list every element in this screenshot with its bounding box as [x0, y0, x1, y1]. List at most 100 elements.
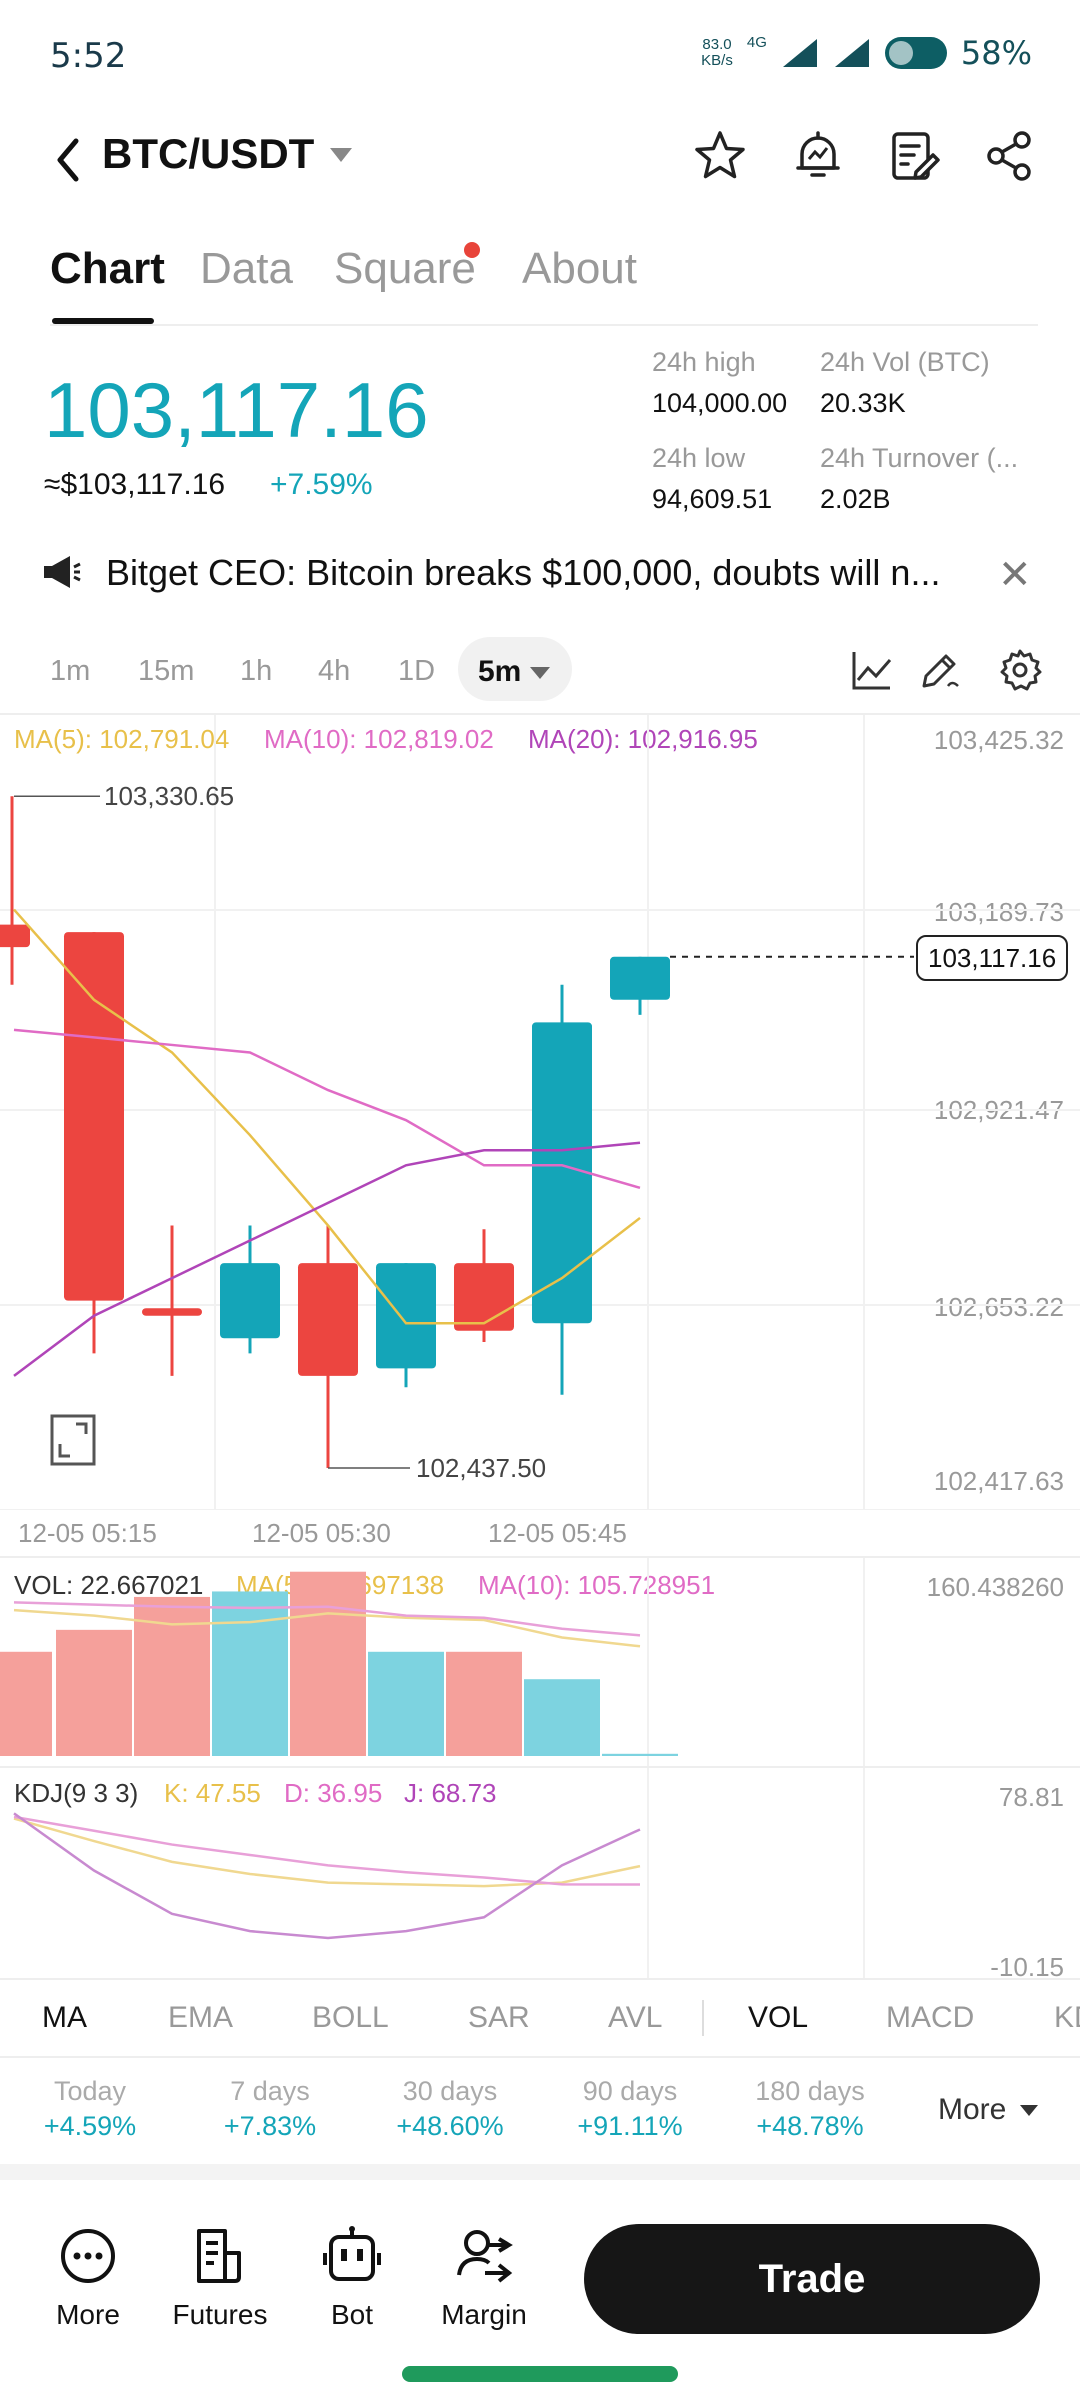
interval-active[interactable]: 5m	[478, 655, 522, 688]
ma20-line	[13, 1141, 641, 1377]
vol-ma5-line	[13, 1608, 641, 1648]
kdj-chart	[13, 1768, 865, 1978]
performance-more-button[interactable]: More	[938, 2093, 1007, 2126]
bot-icon	[323, 2226, 381, 2281]
draw-tool-icon[interactable]	[918, 648, 962, 692]
vol-ma10-legend: MA(10): 105.728951	[478, 1570, 716, 1600]
perf-label: 90 days	[582, 2076, 678, 2106]
kdj-max-tick: 78.81	[998, 1782, 1064, 1812]
x-tick: 12-05 05:15	[18, 1518, 157, 1548]
vol-legend: VOL: 22.667021	[14, 1570, 204, 1600]
low-value: 94,609.51	[652, 484, 773, 514]
battery-icon	[884, 37, 947, 69]
performance-divider	[0, 2056, 1080, 2058]
vol-max-tick: 160.438260	[926, 1572, 1064, 1602]
perf-label: Today	[53, 2076, 127, 2106]
signal-icon-2	[834, 39, 869, 67]
indicator-avl[interactable]: AVL	[608, 2001, 663, 2034]
usd-price: ≈$103,117.16	[44, 468, 226, 501]
news-ticker[interactable]: Bitget CEO: Bitcoin breaks $100,000, dou…	[106, 552, 941, 593]
indicator-sar[interactable]: SAR	[468, 2001, 530, 2034]
kdj-d-legend: D: 36.95	[284, 1778, 383, 1808]
trade-button[interactable]: Trade	[584, 2224, 1040, 2334]
low-label: 24h low	[652, 443, 746, 473]
kdj-min-tick: -10.15	[990, 1952, 1064, 1982]
candle	[298, 1263, 358, 1376]
chevron-down-icon[interactable]	[530, 667, 550, 679]
nav-margin-label: Margin	[441, 2299, 527, 2330]
pair-selector[interactable]: BTC/USDT	[102, 130, 315, 177]
interval-1d[interactable]: 1D	[398, 655, 436, 687]
more-icon	[61, 2229, 115, 2283]
gear-icon[interactable]	[998, 648, 1042, 692]
network-speed-unit: KB/s	[701, 52, 733, 69]
indicator-macd[interactable]: MACD	[886, 2001, 975, 2034]
indicator-icon[interactable]	[850, 648, 894, 692]
battery-level: 58%	[960, 34, 1032, 72]
y-tick: 103,425.32	[933, 725, 1064, 755]
chart-top-divider	[0, 713, 1080, 715]
kdj-j-legend: J: 68.73	[404, 1778, 497, 1808]
indicator-separator	[702, 2000, 704, 2036]
tab-about[interactable]: About	[522, 244, 637, 293]
interval-1m[interactable]: 1m	[50, 655, 91, 687]
nav-bot[interactable]: Bot	[292, 2225, 412, 2331]
status-time: 5:52	[50, 36, 127, 76]
close-icon[interactable]: ✕	[998, 553, 1032, 597]
perf-value: +48.60%	[396, 2111, 504, 2141]
indicator-ma[interactable]: MA	[42, 2001, 87, 2034]
fullscreen-icon[interactable]	[50, 1414, 96, 1466]
nav-margin[interactable]: Margin	[424, 2225, 544, 2331]
perf-value: +48.78%	[756, 2111, 864, 2141]
share-icon[interactable]	[982, 128, 1038, 184]
ma10-legend: MA(10): 102,819.02	[264, 724, 494, 754]
tab-data[interactable]: Data	[200, 244, 293, 293]
candlestick-chart[interactable]: 103,330.65 102,437.50	[0, 715, 1080, 1510]
megaphone-icon	[44, 556, 81, 588]
perf-label: 180 days	[755, 2076, 865, 2106]
last-price-label: 103,117.16	[916, 934, 1069, 981]
x-tick: 12-05 05:45	[488, 1518, 627, 1548]
indicator-kdj[interactable]: KDJ	[1054, 2001, 1080, 2034]
volume-label: 24h Vol (BTC)	[820, 347, 990, 377]
network-type: 4G	[746, 34, 767, 51]
kdj-divider	[0, 1766, 1080, 1768]
last-price: 103,117.16	[44, 366, 429, 454]
back-icon[interactable]	[50, 135, 86, 185]
indicator-boll[interactable]: BOLL	[312, 2001, 389, 2034]
kdj-k-legend: K: 47.55	[164, 1778, 261, 1808]
interval-selector[interactable]	[458, 637, 572, 701]
interval-1h[interactable]: 1h	[240, 655, 273, 687]
volume-bar	[602, 1753, 678, 1756]
kdj-d-line	[13, 1815, 641, 1886]
star-icon[interactable]	[692, 128, 748, 184]
perf-value: +7.83%	[223, 2111, 317, 2141]
tabs-divider	[50, 324, 1038, 326]
y-tick: 102,417.63	[933, 1466, 1064, 1496]
nav-futures-label: Futures	[172, 2299, 268, 2330]
ma20-legend: MA(20): 102,916.95	[528, 724, 758, 754]
high-marker-label: 103,330.65	[104, 781, 234, 811]
indicator-ema[interactable]: EMA	[168, 2001, 234, 2034]
tab-square[interactable]: Square	[334, 244, 476, 293]
perf-label: 7 days	[230, 2076, 310, 2106]
price-change: +7.59%	[270, 468, 373, 501]
nav-more-label: More	[56, 2299, 120, 2330]
nav-futures[interactable]: Futures	[160, 2225, 280, 2331]
indicator-vol[interactable]: VOL	[748, 2001, 809, 2034]
volume-bar	[56, 1629, 132, 1756]
nav-more[interactable]: More	[28, 2225, 148, 2331]
interval-4h[interactable]: 4h	[318, 655, 351, 687]
home-indicator[interactable]	[402, 2366, 678, 2382]
interval-15m[interactable]: 15m	[138, 655, 195, 687]
x-tick: 12-05 05:30	[252, 1518, 391, 1548]
candle	[532, 1022, 592, 1324]
chevron-down-icon[interactable]	[330, 148, 352, 162]
tab-chart[interactable]: Chart	[50, 244, 165, 293]
nav-bot-label: Bot	[330, 2299, 374, 2330]
high-value: 104,000.00	[652, 388, 788, 418]
chevron-down-icon[interactable]	[1020, 2105, 1038, 2116]
volume-bar	[524, 1679, 600, 1756]
notes-icon[interactable]	[886, 128, 942, 184]
price-alert-icon[interactable]	[790, 128, 846, 184]
